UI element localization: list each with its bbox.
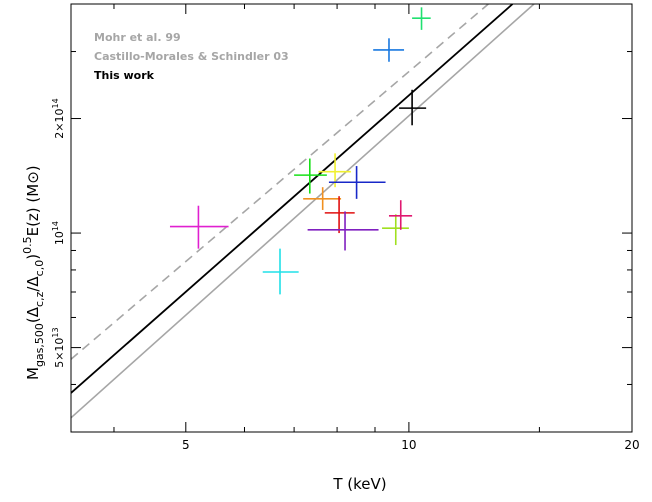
data-point-9 — [388, 200, 413, 230]
data-point-6 — [307, 211, 379, 251]
fit-lines — [71, 4, 535, 419]
y-tick-label: 2×1014 — [51, 98, 66, 138]
data-point-7 — [328, 166, 386, 199]
y-axis-label: Mgas,500(Δc,z/Δc,0)0.5E(z) (M⊙) — [21, 165, 46, 380]
data-points — [169, 7, 431, 295]
axis-ticks — [71, 3, 633, 432]
legend: Mohr et al. 99 Castillo-Morales & Schind… — [94, 31, 289, 82]
data-point-10 — [373, 38, 405, 62]
y-tick-label: 1014 — [51, 221, 66, 245]
x-tick-label: 10 — [401, 438, 416, 452]
fit-line-2 — [71, 4, 535, 419]
plot-frame — [70, 3, 633, 433]
x-tick-labels: 5 10 20 — [182, 438, 640, 452]
x-axis-label: T (keV) — [332, 475, 386, 493]
x-tick-label: 20 — [624, 438, 639, 452]
fit-line-0 — [71, 4, 489, 360]
legend-entry-mohr: Mohr et al. 99 — [94, 31, 181, 44]
data-point-3 — [303, 187, 342, 210]
y-tick-labels: 5×1013 1014 2×1014 — [51, 98, 66, 367]
x-tick-label: 5 — [182, 438, 190, 452]
data-point-11 — [399, 89, 427, 126]
data-point-1 — [262, 248, 299, 295]
data-point-5 — [324, 196, 355, 234]
legend-entry-castillo-morales: Castillo-Morales & Schindler 03 — [94, 50, 289, 63]
data-point-12 — [412, 7, 431, 30]
data-point-0 — [169, 205, 229, 249]
fit-line-1 — [71, 4, 514, 394]
data-point-2 — [294, 158, 327, 194]
legend-entry-this-work: This work — [94, 69, 155, 82]
y-tick-label: 5×1013 — [51, 327, 66, 367]
data-point-8 — [382, 214, 409, 246]
